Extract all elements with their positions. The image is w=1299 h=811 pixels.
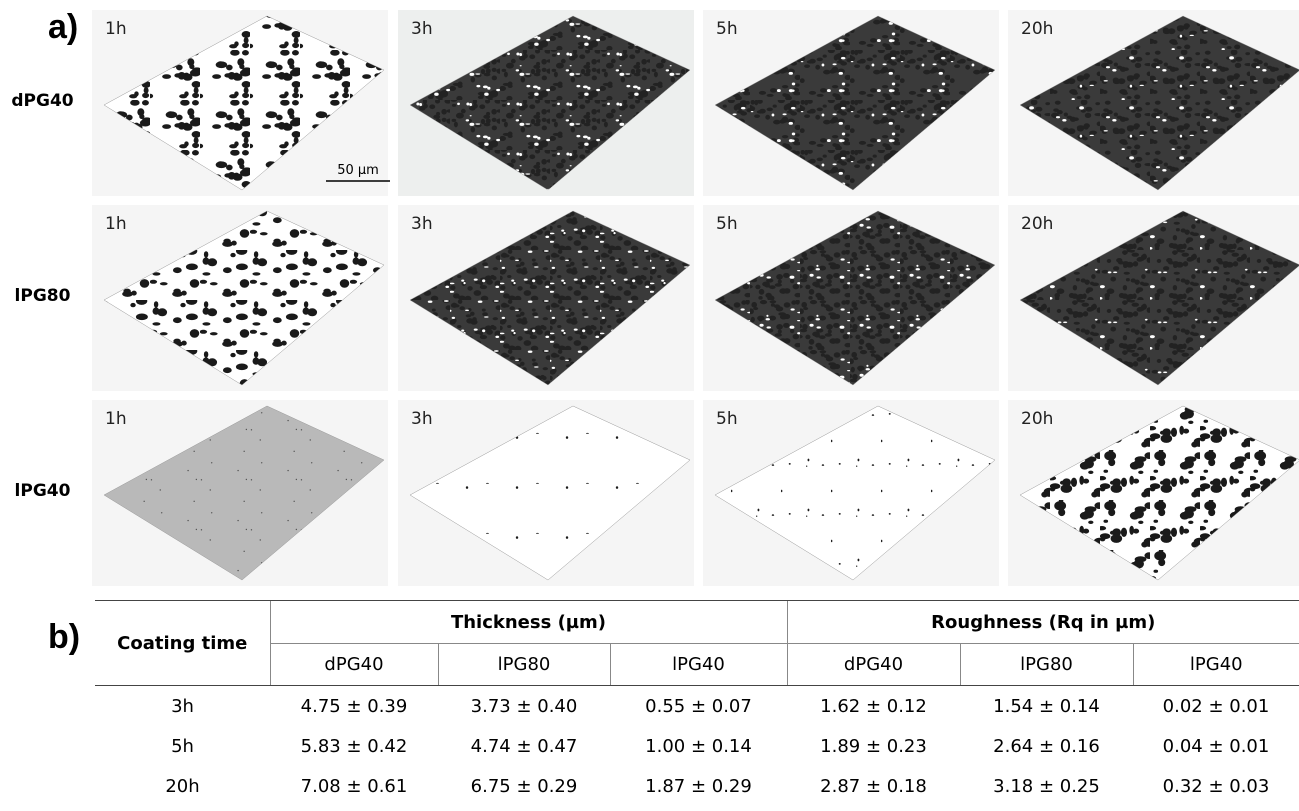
time-label: 1h [105,409,127,429]
panel-label: b) [48,618,81,656]
surface-image [103,405,385,581]
header-cell: Thickness (µm) [269,600,787,644]
data-cell: 1.89 ± 0.23 [820,735,927,757]
scale-bar-label: 50 µm [337,163,379,178]
time-label: 1h [105,19,127,39]
data-cell: 7.08 ± 0.61 [300,775,408,797]
row-label: lPG80 [14,286,71,306]
surface-image [409,210,691,386]
subheader-cell: lPG40 [609,643,787,686]
header-cell: Roughness (Rq in µm) [786,600,1299,644]
time-label: 5h [716,214,738,234]
header-row: Coating time Thickness (µm) Roughness (Rq … [95,600,1299,686]
surface-image [103,210,385,386]
time-label: 3h [411,214,433,234]
data-cell: 1.54 ± 0.14 [993,695,1100,717]
surface-image [714,405,996,581]
time-label: 20h [1021,214,1053,234]
surface-image [714,210,996,386]
surface-image [714,15,996,191]
time-label: 20h [1021,19,1053,39]
surface-image [103,15,385,191]
time-label: 1h [105,214,127,234]
row-label: lPG40 [14,481,71,501]
data-row: 5h 5.83 ± 0.42 4.74 ± 0.47 1.00 ± 0.14 1.89 … [95,726,1299,766]
subheader-cell: lPG80 [959,643,1133,686]
surface-image [409,15,691,191]
data-cell: 20h [165,775,200,797]
surface-image [1019,405,1299,581]
subheader-cell: lPG40 [1132,643,1299,686]
header-cell: Coating time [95,600,270,686]
time-label: 3h [411,19,433,39]
data-cell: 2.64 ± 0.16 [993,735,1100,757]
subheader-cell: lPG80 [437,643,610,686]
surface-image [1019,210,1299,386]
data-cell: 0.04 ± 0.01 [1162,735,1270,757]
subheader-cell: dPG40 [269,643,438,686]
time-label: 5h [716,409,738,429]
time-label: 5h [716,19,738,39]
subheader-cell: dPG40 [786,643,960,686]
data-cell: 1.87 ± 0.29 [645,775,752,797]
row-label: dPG40 [11,91,74,111]
panel-a-figure: 1h 3h 5h 20h 1h 3h 5h 20h 1h 3h 5h 20h 50 µm [103,10,1299,581]
data-cell: 3.73 ± 0.40 [470,695,578,717]
time-label: 20h [1021,409,1053,429]
data-cell: 3.18 ± 0.25 [993,775,1100,797]
data-cell: 3h [171,695,194,717]
data-cell: 6.75 ± 0.29 [470,775,578,797]
data-cell: 2.87 ± 0.18 [820,775,927,797]
surface-image [1019,15,1299,191]
data-cell: 4.75 ± 0.39 [300,695,408,717]
subheader-row: dPG40 lPG80 lPG40 dPG40 lPG80 lPG40 [95,643,1299,686]
data-cell: 5h [171,735,194,757]
results-table: Coating time Thickness (µm) Roughness (Rq … [95,600,1299,806]
data-cell: 0.55 ± 0.07 [645,695,752,717]
data-cell: 1.00 ± 0.14 [645,735,752,757]
time-label: 3h [411,409,433,429]
panel-label: a) [48,8,79,46]
data-cell: 1.62 ± 0.12 [820,695,927,717]
data-row: 3h 4.75 ± 0.39 3.73 ± 0.40 0.55 ± 0.07 1.62 … [95,686,1299,727]
data-row: 20h 7.08 ± 0.61 6.75 ± 0.29 1.87 ± 0.29 2.87… [95,766,1299,806]
data-cell: 4.74 ± 0.47 [470,735,578,757]
data-cell: 5.83 ± 0.42 [300,735,408,757]
data-cell: 0.32 ± 0.03 [1162,775,1270,797]
surface-image [409,405,691,581]
data-cell: 0.02 ± 0.01 [1162,695,1270,717]
